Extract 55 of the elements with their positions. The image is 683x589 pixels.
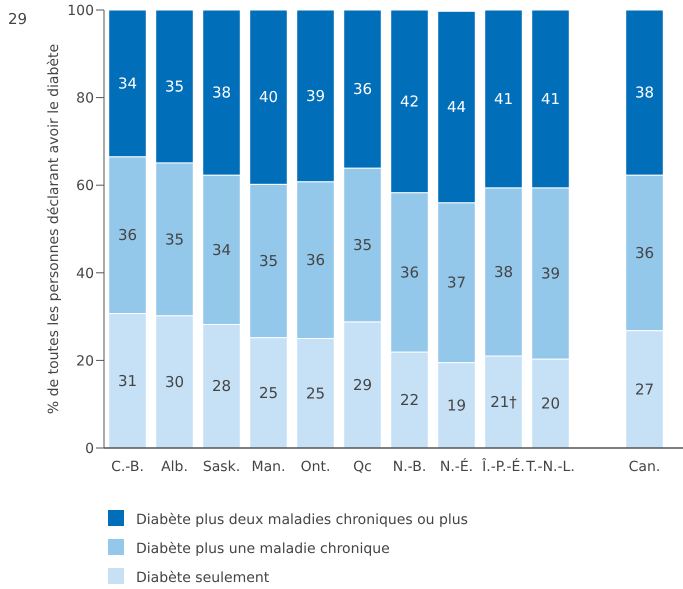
data-label: 36	[400, 263, 420, 282]
x-tick-label: N.-É.	[440, 458, 474, 475]
data-label: 25	[306, 384, 326, 402]
data-label: 31	[118, 372, 138, 390]
x-tick-label: C.-B.	[111, 459, 144, 475]
data-label: 36	[352, 80, 372, 98]
data-label: 36	[634, 244, 654, 262]
x-tick-label: Ont.	[300, 459, 330, 475]
data-label: 25	[258, 384, 278, 402]
data-label: 22	[400, 391, 420, 410]
x-tick-label: Man.	[252, 459, 286, 475]
data-label: 21†	[490, 393, 518, 412]
data-label: 34	[212, 240, 232, 259]
data-label: 40	[258, 88, 278, 106]
y-tick-label: 0	[85, 441, 94, 457]
data-label: 35	[352, 236, 372, 254]
x-tick-label: Sask.	[202, 459, 240, 475]
legend-label: Diabète plus deux maladies chroniques ou plus	[136, 512, 468, 528]
x-tick-label: Can.	[628, 459, 660, 475]
data-label: 35	[164, 230, 184, 248]
data-label: 42	[400, 92, 420, 110]
data-label: 34	[118, 74, 138, 92]
data-label: 28	[212, 377, 232, 396]
y-tick-label: 80	[76, 90, 94, 107]
x-tick-label: Alb.	[161, 459, 188, 475]
x-tick-label: Î.-P.-É.	[482, 458, 525, 475]
legend-label: Diabète seulement	[136, 570, 270, 586]
x-tick-label: T.-N.-L.	[525, 459, 575, 475]
data-label: 20	[540, 394, 560, 413]
data-label: 41	[540, 90, 560, 108]
y-axis-title: % de toutes les personnes déclarant avoir le diabète	[46, 44, 62, 414]
x-tick-label: Qc	[353, 459, 372, 475]
data-label: 44	[446, 98, 466, 116]
data-label: 39	[540, 264, 560, 282]
data-label: 39	[306, 86, 326, 105]
data-label: 30	[164, 372, 184, 391]
y-tick-label: 20	[76, 353, 94, 370]
data-label: 35	[258, 252, 278, 270]
data-label: 38	[212, 84, 232, 102]
data-label: 41	[494, 90, 514, 108]
legend-label: Diabète plus une maladie chronique	[136, 541, 390, 557]
data-label: 36	[118, 226, 138, 244]
data-label: 38	[634, 84, 654, 102]
data-label: 19	[446, 396, 466, 414]
text: 29	[8, 10, 28, 28]
data-label: 37	[446, 274, 466, 292]
data-label: 27	[634, 380, 654, 398]
data-label: 29	[352, 376, 372, 394]
y-tick-label: 60	[76, 178, 94, 194]
y-tick-label: 40	[76, 266, 94, 282]
data-label: 38	[494, 262, 514, 281]
y-tick-label: 100	[67, 3, 94, 19]
x-tick-label: N.-B.	[392, 459, 426, 475]
data-label: 35	[164, 77, 184, 96]
data-label: 36	[306, 251, 326, 270]
